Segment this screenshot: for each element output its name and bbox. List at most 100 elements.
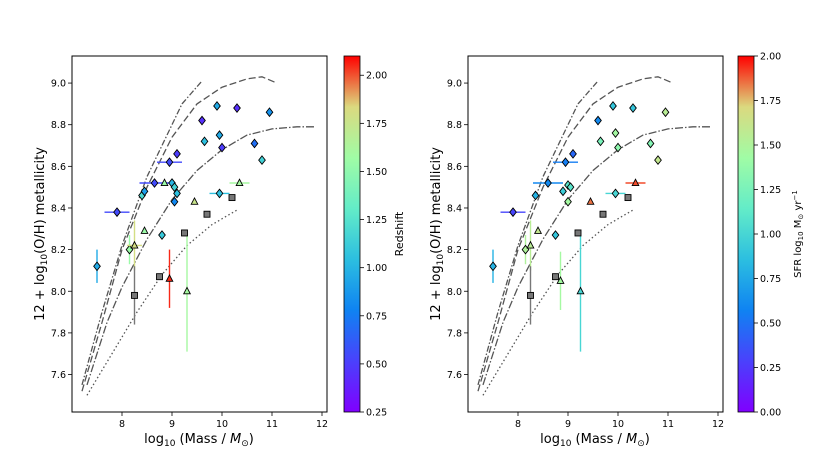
diamond-marker [594, 115, 602, 126]
data-point [500, 207, 526, 218]
diamond-marker [140, 186, 149, 197]
right-plot-area [467, 55, 724, 413]
square-marker [552, 273, 559, 281]
triangle-marker [526, 240, 535, 249]
diamond-marker [113, 207, 121, 218]
diamond-marker [654, 155, 662, 166]
data-point [576, 230, 585, 352]
right-data-points [489, 101, 670, 352]
y-tick-label: 8.8 [447, 120, 462, 131]
colorbar-tick-label: 1.25 [366, 215, 387, 226]
data-point [140, 226, 149, 234]
triangle-marker [160, 178, 169, 187]
left-x-axis-label: log10 (Mass / M⊙) [144, 432, 254, 449]
triangle-marker [556, 276, 565, 284]
diamond-marker [200, 136, 209, 147]
reference-curve-0 [477, 76, 674, 392]
triangle-marker [576, 286, 585, 295]
data-point [228, 194, 236, 202]
data-point [599, 210, 607, 218]
diamond-marker [609, 101, 617, 111]
data-point [233, 103, 241, 113]
data-point [93, 249, 101, 283]
reference-curve-2 [482, 126, 711, 386]
left-axis-ticks: 8 9 10 11 12 7.6 7.8 8.0 8.2 8.4 8.6 8.8 9.0 [51, 79, 328, 430]
data-point [160, 178, 169, 187]
colorbar-tick-label: 0.50 [760, 319, 781, 330]
diamond-marker [661, 107, 670, 118]
diamond-marker [233, 103, 241, 113]
triangle-marker [190, 196, 199, 205]
data-point [198, 115, 206, 126]
diamond-marker [198, 115, 206, 126]
colorbar-tick-label: 1.50 [760, 141, 781, 152]
diamond-marker [611, 128, 620, 138]
x-tick-label: 9 [565, 419, 571, 430]
data-point [181, 229, 188, 237]
colorbar-tick-label: 0.25 [760, 363, 781, 374]
data-point [569, 148, 577, 159]
y-tick-label: 8.4 [51, 203, 66, 214]
diamond-marker [611, 188, 620, 199]
diamond-marker [566, 182, 575, 193]
square-marker [228, 194, 236, 202]
data-point [594, 115, 602, 126]
data-point [553, 157, 578, 168]
x-tick-label: 9 [169, 419, 175, 430]
left-plot-area [71, 55, 328, 413]
colorbar-tick-label: 1.75 [760, 96, 781, 107]
data-point [229, 178, 250, 187]
colorbar-tick-label: 0.25 [366, 408, 387, 419]
left-reference-curves [81, 76, 315, 396]
square-marker [599, 210, 607, 218]
diamond-marker [150, 178, 159, 188]
y-tick-label: 8.2 [51, 245, 66, 256]
diamond-marker [629, 103, 637, 113]
data-point [131, 266, 138, 325]
y-tick-label: 9.0 [447, 79, 462, 90]
square-marker [156, 273, 163, 281]
y-tick-label: 7.8 [447, 328, 462, 339]
y-tick-label: 8.0 [447, 287, 462, 298]
data-point [203, 210, 211, 218]
y-tick-label: 8.4 [447, 203, 462, 214]
left-colorbar-ticks: 0.25 0.50 0.75 1.00 1.25 1.50 1.75 2.00 [360, 71, 387, 419]
triangle-marker [631, 178, 640, 187]
data-point [646, 138, 655, 149]
right-colorbar [737, 55, 755, 413]
diamond-marker [531, 190, 540, 201]
right-colorbar-label: SFR log10 M⊙ yr−1 [791, 190, 805, 278]
x-tick-label: 11 [266, 419, 278, 430]
data-point [624, 194, 632, 202]
diamond-marker [551, 230, 560, 240]
colorbar-tick-label: 2.00 [366, 71, 387, 82]
x-tick-label: 10 [216, 419, 228, 430]
y-tick-label: 9.0 [51, 79, 66, 90]
right-reference-curves [477, 76, 711, 396]
data-point [182, 230, 192, 352]
data-point [614, 142, 622, 153]
diamond-marker [250, 138, 259, 149]
diamond-marker [564, 196, 572, 207]
x-tick-label: 8 [515, 419, 521, 430]
data-point [165, 249, 174, 308]
right-x-axis-label: log10 (Mass / M⊙) [540, 432, 650, 449]
diamond-marker [215, 130, 224, 141]
diamond-marker [559, 186, 567, 197]
colorbar-tick-label: 1.25 [760, 185, 781, 196]
diamond-marker [173, 188, 181, 199]
data-point [156, 273, 163, 281]
triangle-marker [235, 178, 244, 187]
right-panel: 8 9 10 11 12 7.6 7.8 8.0 8.2 8.4 8.6 8.8 9.0 log10 (… [429, 52, 805, 450]
colorbar-tick-label: 1.50 [366, 167, 387, 178]
colorbar-tick-label: 1.75 [366, 119, 387, 130]
y-tick-label: 8.6 [51, 162, 66, 173]
colorbar-tick-label: 1.00 [366, 263, 387, 274]
y-tick-label: 7.8 [51, 328, 66, 339]
data-point [125, 235, 134, 265]
diamond-marker [561, 157, 570, 168]
diamond-marker [215, 188, 224, 199]
y-tick-label: 8.2 [447, 245, 462, 256]
y-tick-label: 8.6 [447, 162, 462, 173]
